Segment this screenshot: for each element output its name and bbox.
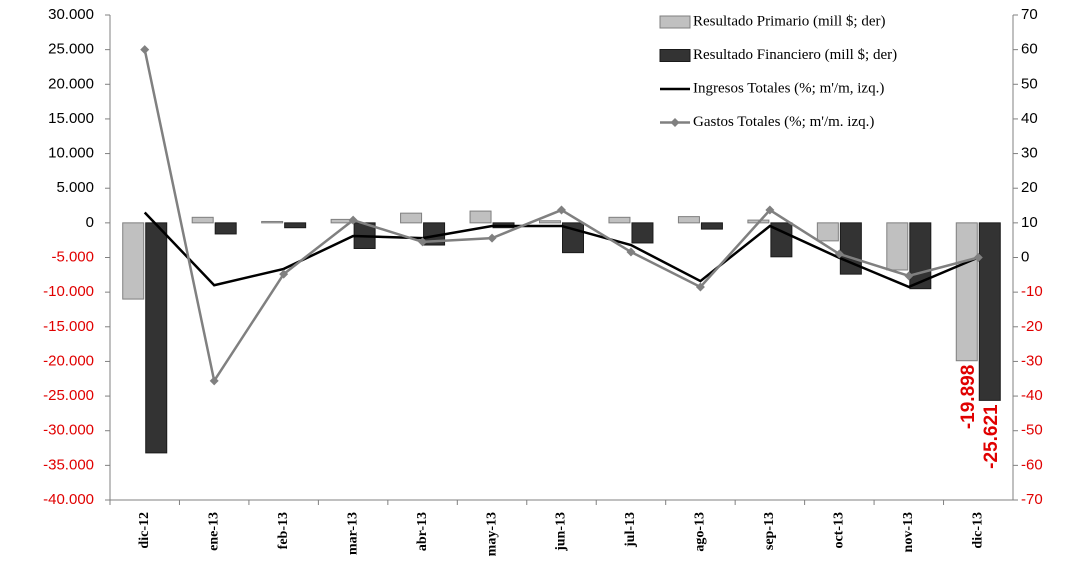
legend-label: Resultado Financiero (mill $; der) — [693, 47, 897, 63]
y-tick-label: -30.000 — [43, 422, 94, 439]
bar — [816, 222, 839, 242]
marker — [626, 247, 636, 257]
x-tick-label: ago-13 — [693, 512, 708, 552]
bar — [955, 222, 978, 362]
legend-label: Gastos Totales (%; m'/m. izq.) — [693, 114, 874, 130]
y-tick-label: 25.000 — [48, 41, 94, 58]
legend-swatch — [659, 49, 691, 62]
y-tick-label: -20.000 — [43, 352, 94, 369]
x-tick-label: ene-13 — [206, 512, 221, 551]
y2-tick-label: -70 — [1021, 491, 1043, 508]
bar — [631, 222, 654, 244]
y2-tick-label: 20 — [1021, 179, 1038, 196]
x-tick-label: abr-13 — [415, 512, 430, 551]
x-tick-label: jul-13 — [623, 512, 638, 548]
legend-swatch — [659, 15, 691, 29]
y-tick-label: -40.000 — [43, 491, 94, 508]
y-tick-label: -10.000 — [43, 283, 94, 300]
bar — [608, 216, 631, 224]
y2-tick-label: 70 — [1021, 6, 1038, 23]
x-tick-label: sep-13 — [762, 512, 777, 550]
value-label: -19.898 — [958, 365, 979, 429]
x-tick-label: dic-12 — [137, 512, 152, 549]
value-label: -25.621 — [981, 404, 1002, 469]
y2-tick-label: -10 — [1021, 283, 1043, 300]
marker — [834, 249, 844, 259]
bar — [978, 222, 1001, 401]
legend-marker — [670, 118, 680, 127]
marker — [348, 215, 358, 225]
marker — [487, 233, 497, 243]
y2-tick-label: -60 — [1021, 456, 1043, 473]
bar — [284, 222, 307, 229]
bar — [469, 210, 492, 224]
y2-tick-label: -30 — [1021, 352, 1043, 369]
y-tick-label: 5.000 — [56, 179, 94, 196]
y2-tick-label: 30 — [1021, 145, 1038, 162]
y2-tick-label: -40 — [1021, 387, 1043, 404]
marker — [279, 269, 289, 279]
bar — [400, 212, 423, 224]
y2-tick-label: 50 — [1021, 75, 1038, 92]
bar — [539, 220, 561, 224]
bar — [700, 222, 723, 230]
marker — [418, 237, 428, 247]
bar — [886, 222, 909, 271]
y-tick-label: -25.000 — [43, 387, 94, 404]
marker — [140, 45, 150, 55]
y-tick-label: 0 — [86, 214, 94, 231]
bar — [191, 216, 214, 224]
y2-tick-label: 40 — [1021, 110, 1038, 127]
x-tick-label: dic-13 — [970, 512, 985, 549]
marker — [765, 205, 775, 215]
y2-tick-label: 10 — [1021, 214, 1038, 231]
bar — [677, 216, 700, 224]
y2-tick-label: -20 — [1021, 318, 1043, 335]
bar — [145, 222, 168, 454]
x-tick-label: oct-13 — [832, 512, 847, 549]
y2-tick-label: 0 — [1021, 248, 1029, 265]
marker — [209, 376, 219, 386]
x-tick-label: feb-13 — [276, 512, 291, 549]
bar — [261, 220, 284, 224]
x-tick-label: nov-13 — [901, 512, 916, 552]
line — [143, 49, 979, 385]
marker — [973, 253, 983, 262]
legend-label: Ingresos Totales (%; m'/m, izq.) — [693, 80, 884, 96]
marker — [557, 205, 566, 215]
bar — [770, 222, 793, 258]
legend-label: Resultado Primario (mill $; der) — [693, 13, 885, 29]
bar — [122, 222, 145, 300]
x-tick-label: may-13 — [484, 512, 499, 556]
y-tick-label: -35.000 — [43, 456, 94, 473]
y-tick-label: -15.000 — [43, 318, 94, 335]
y-tick-label: 30.000 — [48, 6, 94, 23]
x-tick-label: jun-13 — [554, 512, 569, 552]
x-tick-label: mar-13 — [345, 512, 360, 555]
y-tick-label: 15.000 — [48, 110, 94, 127]
marker — [904, 271, 914, 281]
y2-tick-label: 60 — [1021, 41, 1038, 58]
marker — [695, 282, 705, 292]
bar — [214, 222, 237, 235]
y-tick-label: 10.000 — [48, 145, 94, 162]
y-tick-label: 20.000 — [48, 75, 94, 92]
y2-tick-label: -50 — [1021, 422, 1043, 439]
y-tick-label: -5.000 — [51, 248, 94, 265]
